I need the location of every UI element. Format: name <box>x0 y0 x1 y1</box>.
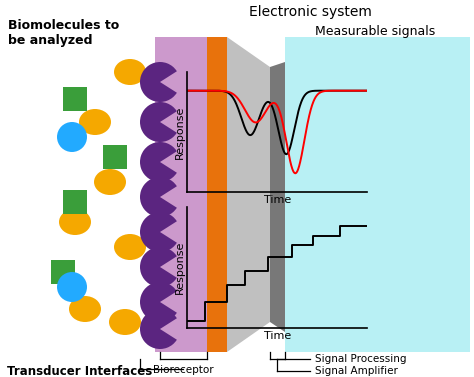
Text: Biomolecules to
be analyzed: Biomolecules to be analyzed <box>8 19 119 47</box>
Circle shape <box>57 272 87 302</box>
Text: Signal Amplifier: Signal Amplifier <box>315 366 398 376</box>
Text: Signal Processing: Signal Processing <box>315 354 407 364</box>
Polygon shape <box>227 37 270 352</box>
Bar <box>155 37 207 352</box>
Wedge shape <box>140 309 177 349</box>
Bar <box>103 145 127 169</box>
Ellipse shape <box>79 109 111 135</box>
Bar <box>63 87 87 111</box>
X-axis label: Time: Time <box>264 195 291 205</box>
Bar <box>207 37 227 352</box>
Ellipse shape <box>114 234 146 260</box>
Text: Bioreceptor: Bioreceptor <box>153 365 213 375</box>
Bar <box>63 190 87 214</box>
Ellipse shape <box>109 309 141 335</box>
Wedge shape <box>140 142 177 182</box>
Ellipse shape <box>114 59 146 85</box>
Ellipse shape <box>94 169 126 195</box>
Bar <box>285 37 470 352</box>
Bar <box>51 260 75 284</box>
Text: Measurable signals: Measurable signals <box>315 26 435 38</box>
Wedge shape <box>140 212 177 252</box>
Y-axis label: Response: Response <box>174 105 184 159</box>
Wedge shape <box>140 62 177 102</box>
Polygon shape <box>270 62 285 332</box>
Wedge shape <box>140 282 177 322</box>
Wedge shape <box>140 247 177 287</box>
Text: Electronic system: Electronic system <box>248 5 372 19</box>
Text: Transducer Interfaces: Transducer Interfaces <box>8 365 153 377</box>
Y-axis label: Response: Response <box>174 241 184 294</box>
Circle shape <box>57 122 87 152</box>
Ellipse shape <box>59 209 91 235</box>
Wedge shape <box>140 177 177 217</box>
Ellipse shape <box>69 296 101 322</box>
Wedge shape <box>140 102 177 142</box>
X-axis label: Time: Time <box>264 331 291 341</box>
